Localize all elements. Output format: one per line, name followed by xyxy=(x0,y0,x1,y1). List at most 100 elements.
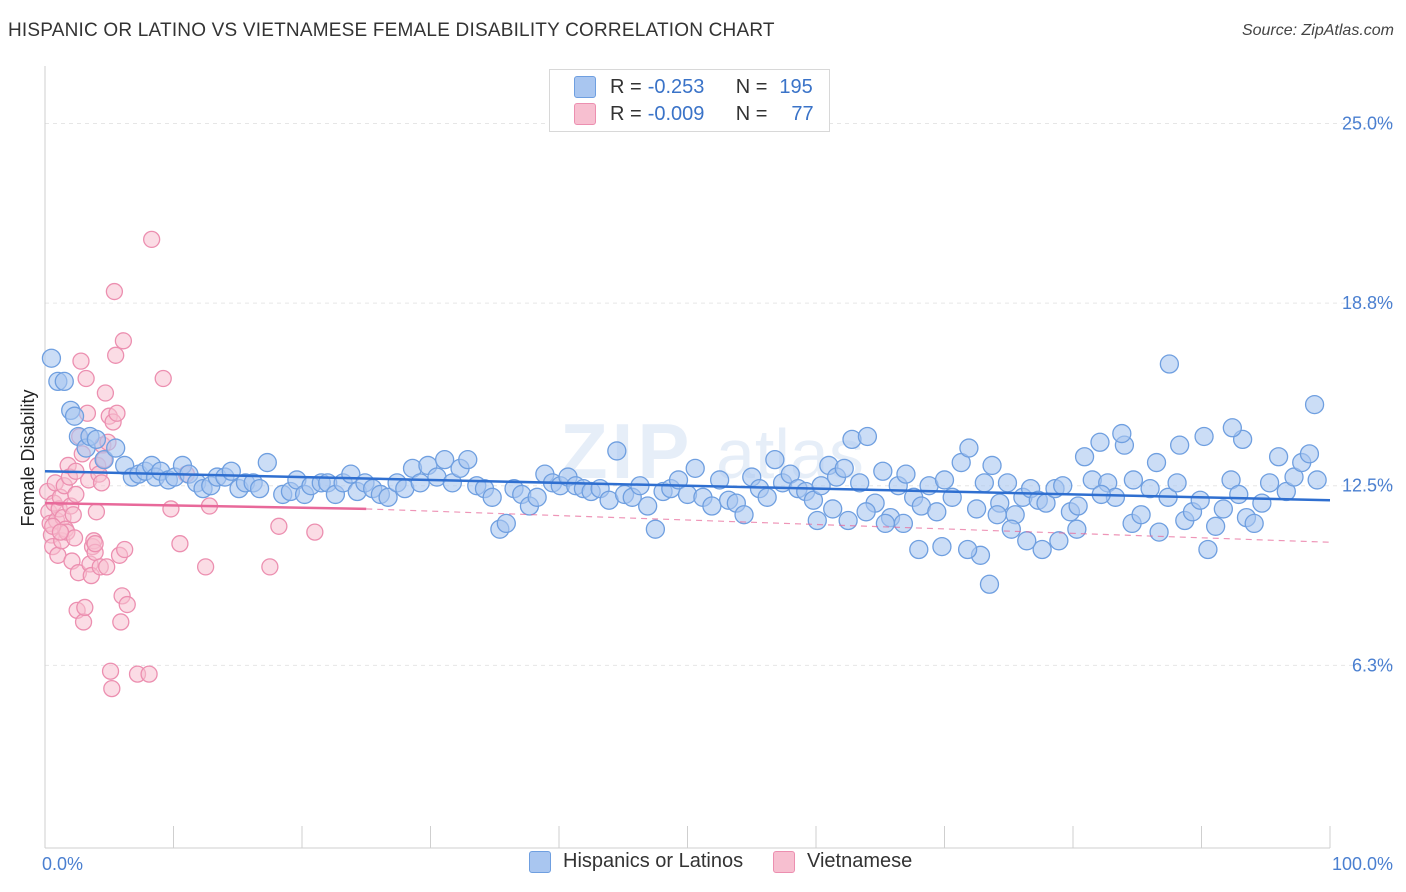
hispanic-point xyxy=(1001,519,1021,539)
hispanic-point xyxy=(757,487,777,507)
hispanic-point xyxy=(410,473,430,493)
series-legend: Hispanics or Latinos Vietnamese xyxy=(0,850,1406,880)
legend-r-label: R = xyxy=(610,75,642,98)
hispanic-point xyxy=(823,499,843,519)
hispanic-point xyxy=(685,458,705,478)
hispanic-point xyxy=(378,487,398,507)
gridlines xyxy=(45,122,1395,666)
hispanic-point xyxy=(41,348,62,368)
hispanic-point xyxy=(873,461,893,481)
vietnamese-point xyxy=(101,662,120,680)
hispanic-point xyxy=(638,496,658,516)
hispanic-point xyxy=(1304,394,1325,415)
legend-item-hispanic[interactable]: Hispanics or Latinos xyxy=(529,850,743,873)
hispanic-point xyxy=(959,438,979,458)
vietnamese-point xyxy=(270,517,288,535)
vietnamese-point xyxy=(107,346,125,364)
hispanic-point xyxy=(896,464,916,484)
hispanic-point xyxy=(607,441,627,461)
legend-row-vietnamese: R = -0.009 N = 77 xyxy=(574,101,814,127)
hispanic-point xyxy=(838,510,858,531)
y-tick-label: 6.3% xyxy=(1352,655,1393,675)
hispanic-point xyxy=(458,450,478,470)
hispanic-point xyxy=(1140,478,1160,499)
vietnamese-point xyxy=(77,369,95,388)
hispanic-point xyxy=(979,574,1000,594)
hispanic-point xyxy=(1205,516,1226,536)
hispanic-point xyxy=(1252,493,1272,513)
legend-r-label: R = xyxy=(610,102,642,125)
hispanic-point xyxy=(966,499,987,519)
hispanic-point xyxy=(1167,473,1187,493)
legend-item-vietnamese[interactable]: Vietnamese xyxy=(773,850,912,873)
hispanic-point xyxy=(1190,490,1210,510)
hispanic-point xyxy=(1159,354,1180,374)
legend-n-label: N = xyxy=(735,75,768,98)
hispanic-point xyxy=(997,473,1018,493)
hispanic-point xyxy=(1049,531,1069,551)
hispanic-point xyxy=(974,473,994,493)
hispanic-point xyxy=(645,519,666,539)
vietnamese-point xyxy=(67,485,85,504)
chart-title: HISPANIC OR LATINO VS VIETNAMESE FEMALE … xyxy=(8,20,775,41)
legend-swatch-pink xyxy=(574,103,596,125)
hispanic-point xyxy=(1131,505,1151,525)
legend-item-label: Vietnamese xyxy=(807,850,913,872)
vietnamese-point xyxy=(92,474,111,492)
vietnamese-point xyxy=(112,613,130,631)
y-tick-labels: 6.3% 12.5% 18.8% 25.0% xyxy=(1342,113,1393,675)
vietnamese-point xyxy=(118,595,136,614)
hispanic-point xyxy=(1259,473,1280,493)
vietnamese-point xyxy=(98,558,116,576)
vietnamese-point xyxy=(74,613,93,631)
legend-r-value: -0.253 xyxy=(647,75,705,98)
hispanic-point xyxy=(1244,513,1264,534)
vietnamese-point xyxy=(86,535,104,553)
legend-n-label: N = xyxy=(735,102,768,125)
vietnamese-point xyxy=(114,332,133,350)
hispanic-point xyxy=(86,429,107,450)
axes xyxy=(44,66,1331,849)
hispanic-point xyxy=(875,513,896,534)
vietnamese-point xyxy=(64,506,82,524)
legend-swatch-blue xyxy=(574,76,596,98)
hispanic-point xyxy=(957,539,978,560)
hispanic-point xyxy=(94,450,114,470)
y-tick-label: 12.5% xyxy=(1342,476,1393,496)
hispanic-point xyxy=(1229,484,1249,505)
vietnamese-point xyxy=(306,523,324,541)
hispanic-point xyxy=(1146,452,1167,473)
legend-n-value: 77 xyxy=(791,102,814,125)
y-tick-label: 25.0% xyxy=(1342,113,1393,133)
hispanic-point xyxy=(893,513,914,534)
hispanic-point xyxy=(934,470,955,490)
legend-item-label: Hispanics or Latinos xyxy=(563,850,744,872)
hispanic-point xyxy=(909,539,929,560)
hispanic-point xyxy=(1194,426,1214,447)
correlation-legend: R = -0.253 N = 195 R = -0.009 N = 77 xyxy=(549,69,830,132)
hispanic-point xyxy=(1090,432,1110,452)
hispanic-point xyxy=(807,510,827,531)
hispanic-point xyxy=(1123,470,1144,490)
x-tick-label: 0.0% xyxy=(42,854,83,874)
vietnamese-point xyxy=(72,352,90,370)
vietnamese-point xyxy=(105,282,124,301)
x-tick-label: 100.0% xyxy=(1332,854,1393,874)
hispanic-point xyxy=(1112,423,1132,444)
hispanic-points xyxy=(41,348,1327,594)
hispanic-point xyxy=(1307,470,1327,490)
vietnamese-point xyxy=(76,598,94,617)
vietnamese-point xyxy=(261,558,279,576)
hispanic-point xyxy=(927,502,947,522)
legend-swatch-blue xyxy=(529,850,551,873)
vietnamese-point xyxy=(171,535,189,553)
legend-n-value: 195 xyxy=(779,75,813,98)
trend-lines xyxy=(44,469,1331,543)
source-credit: Source: ZipAtlas.com xyxy=(1241,22,1394,39)
vietnamese-trend-extension xyxy=(366,508,1331,543)
hispanic-point xyxy=(850,473,870,493)
hispanic-point xyxy=(482,487,502,507)
vietnamese-point xyxy=(116,540,134,559)
hispanic-point xyxy=(1198,539,1218,560)
